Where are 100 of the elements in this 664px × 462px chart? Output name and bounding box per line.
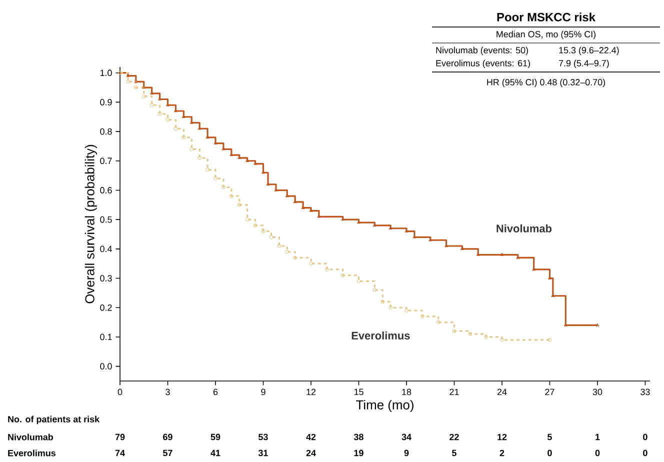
point: [206, 136, 210, 139]
point: [285, 250, 290, 254]
series-label: Nivolumab: [496, 224, 552, 232]
text: 79: [115, 434, 125, 440]
point: [126, 80, 130, 84]
annotation: 7.9 (5.4–9.7): [558, 60, 609, 68]
point: [293, 256, 297, 260]
point: [142, 94, 146, 98]
text: 74: [115, 450, 125, 456]
point: [325, 268, 329, 272]
y-tick-label: 0.1: [100, 334, 112, 340]
x-tick-label: 24: [497, 388, 507, 396]
point: [500, 338, 504, 342]
point: [158, 112, 162, 116]
y-tick-label: 0.5: [100, 216, 112, 223]
text: 1: [596, 434, 600, 440]
text: 12: [498, 434, 507, 440]
x-tick-label: 15: [354, 388, 364, 396]
text: No. of patients at risk: [8, 416, 100, 424]
point: [206, 168, 210, 172]
x-tick-label: 6: [213, 388, 218, 396]
point: [230, 153, 234, 156]
point: [198, 156, 202, 160]
text: Everolimus: [8, 450, 56, 456]
point: [126, 74, 130, 77]
point: [532, 268, 536, 271]
text: Median OS, mo (95% CI): [496, 30, 596, 40]
text: 0: [595, 450, 600, 456]
point: [404, 308, 408, 312]
y-tick-label: 0.8: [100, 128, 112, 135]
y-tick-label: 0.3: [100, 275, 112, 282]
point: [222, 185, 226, 190]
point: [428, 238, 432, 242]
text: 38: [354, 434, 364, 440]
x-tick-label: 33: [640, 388, 650, 396]
x-tick-label: 21: [450, 388, 459, 396]
point: [142, 86, 146, 89]
text: 31: [258, 450, 268, 456]
x-tick-label: 0: [118, 388, 122, 396]
text: 41: [210, 450, 220, 456]
point: [198, 126, 202, 130]
point: [214, 176, 218, 180]
point: [356, 279, 361, 284]
text: 57: [163, 450, 172, 456]
text: 9: [404, 450, 409, 456]
point: [436, 320, 440, 324]
y-tick-label: 1.0: [100, 70, 112, 76]
point: [388, 306, 392, 310]
point: [293, 200, 297, 204]
y-tick-label: 0.0: [100, 363, 112, 370]
x-tick-label: 27: [545, 388, 554, 396]
chart-title: Poor MSKCC risk: [497, 12, 596, 22]
annotation: Everolimus (events: 61): [436, 60, 530, 68]
point: [182, 136, 186, 140]
text: 15.3 (9.6–22.4): [559, 46, 619, 56]
point: [277, 244, 282, 248]
point: [134, 80, 138, 83]
text: 5: [547, 434, 552, 440]
point: [150, 103, 154, 108]
point: [317, 214, 321, 218]
x-tick-label: 18: [402, 388, 412, 396]
y-tick-label: 0.9: [100, 99, 112, 106]
point: [261, 229, 266, 234]
text: 5: [452, 450, 456, 456]
point: [190, 147, 194, 152]
point: [253, 224, 258, 228]
point: [230, 194, 234, 198]
x-axis-title: Time (mo): [356, 400, 414, 412]
x-tick-label: 30: [592, 388, 602, 396]
text: 53: [258, 434, 268, 440]
x-tick-label: 12: [306, 388, 316, 396]
text: 69: [163, 434, 172, 440]
point: [166, 118, 170, 122]
point: [150, 92, 154, 94]
point: [420, 314, 424, 318]
point: [372, 288, 377, 292]
y-axis-title: Overall survival (probability): [84, 144, 97, 304]
text: 24: [306, 450, 316, 456]
point: [380, 300, 385, 304]
y-tick-label: 0.6: [100, 187, 112, 194]
point: [285, 194, 289, 198]
series-label: Everolimus: [352, 331, 410, 340]
point: [548, 338, 552, 342]
point: [452, 329, 456, 333]
y-tick-label: 0.7: [100, 158, 112, 164]
point: [245, 218, 250, 222]
point: [269, 235, 274, 240]
text: 19: [354, 450, 364, 456]
x-tick-label: 3: [166, 388, 170, 396]
text: 0: [643, 450, 648, 456]
point: [309, 262, 313, 266]
text: Nivolumab: [8, 434, 53, 440]
text: 34: [402, 434, 412, 440]
text: 0: [548, 450, 552, 456]
point: [484, 335, 488, 339]
text: 42: [306, 434, 316, 440]
point: [340, 273, 345, 278]
y-tick-label: 0.2: [100, 304, 112, 311]
x-tick-label: 9: [261, 388, 266, 396]
point: [222, 147, 226, 150]
